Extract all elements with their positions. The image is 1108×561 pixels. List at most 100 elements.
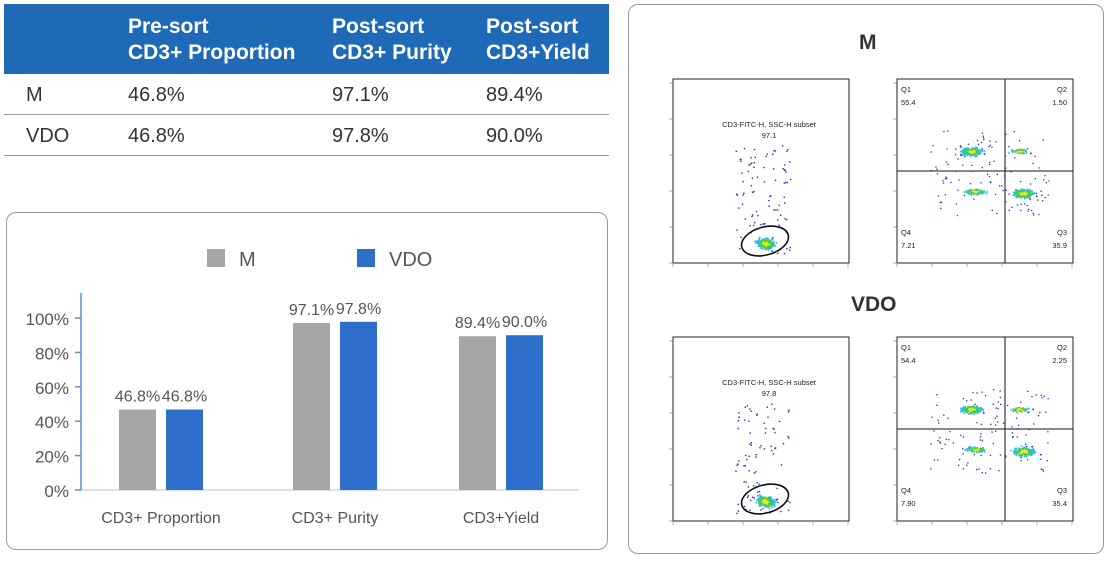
event-dot [1020,407,1023,410]
y-tick-label: 80% [35,344,69,363]
event-dot [789,246,791,249]
plot-frame [672,78,850,264]
event-dot [977,191,980,194]
event-dot [758,490,761,493]
event-dot [1023,447,1026,449]
event-dot [968,449,970,451]
event-dot [1029,193,1032,195]
event-dot [768,498,770,500]
event-dot [784,218,786,220]
event-dot [1015,450,1017,453]
event-dot [974,403,976,405]
event-dot [749,432,751,434]
event-dot [756,240,758,243]
event-dot [968,153,971,155]
event-dot [1016,149,1018,152]
event-dot [947,163,949,165]
event-dot [1031,395,1033,398]
event-dot [757,498,759,501]
event-dot [1020,457,1022,459]
event-dot [759,501,762,504]
event-dot [1019,191,1022,193]
event-dot [1018,408,1020,410]
quadrant-value-q1: 55.4 [901,98,916,107]
event-dot [1014,151,1017,154]
event-dot [761,248,764,250]
event-dot [769,195,771,198]
event-dot [749,443,751,445]
event-dot [994,424,997,426]
event-dot [772,501,775,503]
event-dot [991,431,993,433]
event-dot [971,448,974,450]
event-dot [753,472,756,474]
event-dot [980,454,982,457]
event-dot [770,195,772,197]
event-dot [967,150,969,152]
event-dot [968,413,970,415]
event-dot [972,170,974,172]
event-dot [1024,453,1027,455]
event-dot [752,496,754,498]
event-dot [967,410,969,412]
event-dot [763,505,766,508]
event-dot [982,409,985,412]
event-dot [774,498,776,501]
event-dot [765,244,768,246]
event-dot [946,148,948,150]
event-dot [964,449,966,451]
event-dot [757,214,759,217]
event-dot [1026,189,1029,192]
event-dot [1023,192,1026,194]
event-dot [746,405,748,407]
event-dot [785,171,787,173]
event-dot [1037,415,1040,417]
event-dot [963,406,966,409]
event-dot [1041,194,1043,196]
event-dot [780,510,782,513]
event-dot [762,244,764,246]
event-dot [1031,193,1033,196]
bar-value-label: 97.8% [336,301,381,318]
flow-plot-vdo-gate: CD3-FITC-H, SSC-H subset 97.8 [669,336,850,525]
event-dot [771,501,773,504]
event-dot [1016,436,1018,438]
event-dot [1001,185,1003,187]
event-dot [757,242,760,244]
event-dot [977,151,980,153]
event-dot [1020,447,1022,450]
event-dot [1023,408,1026,410]
event-dot [766,406,768,408]
event-dot [1018,194,1021,196]
event-dot [763,244,766,246]
event-dot [1018,424,1020,426]
event-dot [1027,210,1029,212]
event-dot [1032,162,1034,165]
legend-label-m: M [239,249,256,271]
event-dot [1036,195,1038,198]
event-dot [976,405,978,408]
event-dot [760,445,762,447]
event-dot [760,242,762,244]
event-dot [772,153,774,156]
event-dot [971,147,974,150]
event-dot [735,150,737,152]
event-dot [751,215,753,218]
event-dot [984,394,987,397]
event-dot [766,240,769,243]
event-dot [762,507,764,510]
event-dot [1023,189,1025,191]
event-dot [993,160,995,162]
event-dot [981,439,983,442]
event-dot [1026,188,1029,191]
event-dot [1015,454,1017,456]
event-dot [975,148,977,150]
event-dot [975,188,977,191]
event-dot [989,163,991,166]
event-dot [789,501,791,504]
event-dot [952,442,954,444]
event-dot [965,153,967,155]
event-dot [950,181,952,184]
event-dot [774,431,776,434]
event-dot [972,149,975,152]
